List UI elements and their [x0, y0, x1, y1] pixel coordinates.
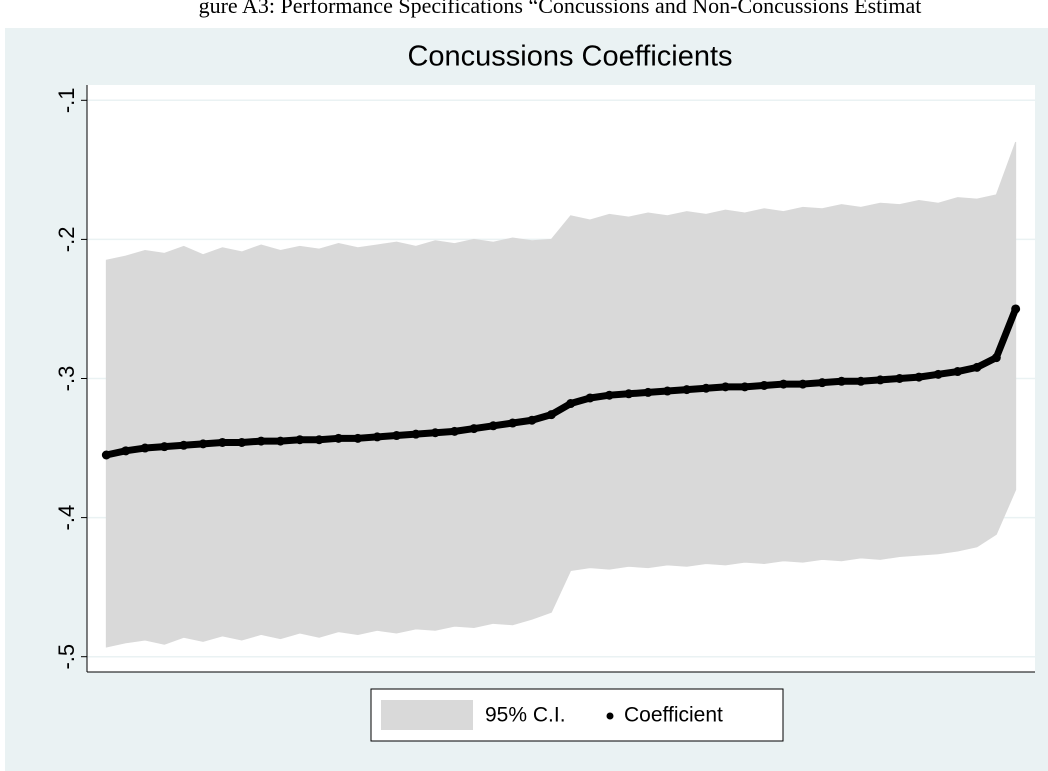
coefficient-point	[508, 418, 518, 428]
coefficient-point	[275, 436, 285, 446]
coefficient-point	[817, 378, 827, 388]
coefficient-point	[159, 442, 169, 452]
coefficient-point	[121, 446, 131, 456]
coefficient-point	[179, 440, 189, 450]
y-tick-label: -.4	[54, 505, 79, 531]
coefficient-point	[895, 374, 905, 383]
coefficient-point	[778, 379, 788, 389]
coefficient-point	[198, 439, 208, 449]
figure-caption: gure A3: Performance Specifications “Con…	[199, 0, 922, 18]
coefficient-point	[759, 380, 769, 390]
coefficient-point	[740, 382, 750, 392]
coefficient-point	[469, 424, 479, 434]
coefficient-point	[546, 410, 556, 420]
legend-swatch	[381, 700, 473, 730]
coefficient-point	[430, 428, 440, 438]
coefficient-point	[972, 362, 982, 372]
y-tick-label: -.3	[54, 366, 79, 392]
coefficient-point	[566, 399, 576, 409]
legend-marker	[606, 712, 614, 720]
coefficient-point	[372, 432, 382, 442]
coefficient-point	[527, 415, 537, 425]
coefficient-point	[798, 379, 808, 389]
y-tick-label: -.5	[54, 644, 79, 670]
y-tick-label: -.2	[54, 227, 79, 253]
coefficient-point	[314, 435, 324, 445]
coefficient-point	[488, 421, 498, 431]
coefficient-point	[643, 387, 653, 397]
coefficient-point	[392, 431, 402, 441]
y-tick-label: -.1	[54, 87, 79, 113]
coefficient-point	[353, 433, 363, 443]
coefficient-point	[334, 433, 344, 443]
coefficient-point	[295, 435, 305, 445]
coefficient-point	[585, 393, 595, 403]
coefficient-point	[1011, 304, 1021, 314]
legend-label: Coefficient	[624, 704, 723, 727]
coefficient-point	[991, 353, 1001, 363]
legend-label: 95% C.I.	[485, 704, 566, 727]
coefficient-point	[140, 443, 150, 453]
coefficient-point	[411, 429, 421, 439]
coefficient-point	[217, 437, 227, 447]
coefficient-point	[837, 376, 847, 386]
coefficient-point	[914, 372, 924, 382]
ci-band	[105, 141, 1017, 648]
coefficient-point	[101, 450, 111, 460]
coefficient-point	[237, 437, 247, 447]
coefficient-point	[720, 382, 730, 392]
chart-title: Concussions Coefficients	[407, 41, 732, 73]
coefficient-point	[450, 426, 460, 436]
coefficient-point	[662, 386, 672, 396]
coefficient-point	[256, 436, 266, 446]
coefficient-point	[953, 367, 963, 377]
coefficient-point	[875, 375, 885, 385]
coefficient-point	[856, 376, 866, 386]
coefficient-point	[682, 385, 692, 395]
coefficient-point	[624, 389, 634, 399]
coefficient-point	[604, 390, 614, 400]
coefficient-point	[701, 383, 711, 393]
coefficient-point	[933, 369, 943, 379]
